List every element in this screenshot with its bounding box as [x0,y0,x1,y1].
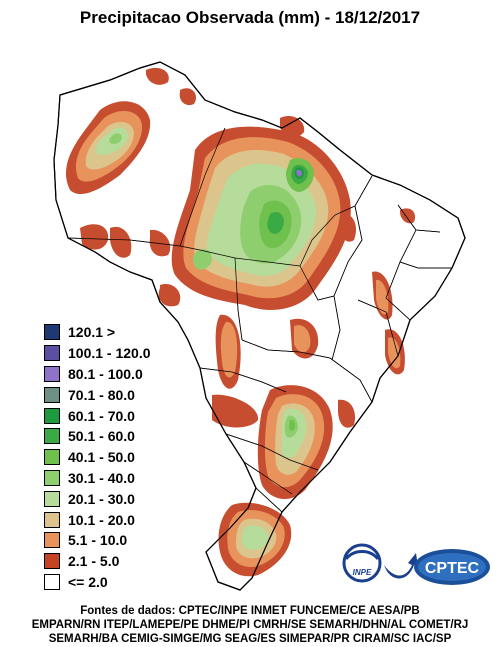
sources-line-2: EMPARN/RN ITEP/LAMEPE/PE DHME/PI CMRH/SE… [31,619,469,631]
legend-label: <= 2.0 [68,573,108,590]
legend-swatch [44,553,60,570]
legend-item: 30.1 - 40.0 [44,468,151,489]
legend-label: 50.1 - 60.0 [68,428,135,445]
legend-label: 100.1 - 120.0 [68,345,151,362]
legend-label: 80.1 - 100.0 [68,365,143,382]
sources-line-1: Fontes de dados: CPTEC/INPE INMET FUNCEM… [80,605,420,617]
logos: INPE CPTEC [342,543,490,585]
legend-swatch [44,511,60,528]
legend-swatch [44,532,60,549]
inpe-logo-text: INPE [353,568,372,577]
legend-item: 120.1 > [44,322,151,343]
legend-item: 5.1 - 10.0 [44,530,151,551]
legend-label: 30.1 - 40.0 [68,469,135,486]
legend-item: 40.1 - 50.0 [44,447,151,468]
legend-item: 20.1 - 30.0 [44,488,151,509]
legend-item: 2.1 - 5.0 [44,551,151,572]
legend-label: 120.1 > [68,324,116,341]
precip-high [294,167,304,179]
state-borders-top [67,127,452,513]
cptec-logo: CPTEC [414,549,490,585]
legend-item: 10.1 - 20.0 [44,509,151,530]
legend-swatch [44,428,60,445]
legend-swatch [44,386,60,403]
legend-item: 100.1 - 120.0 [44,343,151,364]
legend-label: 40.1 - 50.0 [68,449,135,466]
legend-label: 60.1 - 70.0 [68,407,135,424]
legend-swatch [44,490,60,507]
legend-label: 20.1 - 30.0 [68,490,135,507]
sources-line-3: SEMARH/BA CEMIG-SIMGE/MG SEAG/ES SIMEPAR… [48,633,452,645]
legend-item: 60.1 - 70.0 [44,405,151,426]
legend-swatch [44,407,60,424]
legend-item: <= 2.0 [44,572,151,593]
legend-item: 80.1 - 100.0 [44,364,151,385]
legend-item: 70.1 - 80.0 [44,384,151,405]
legend-label: 2.1 - 5.0 [68,553,120,570]
legend-label: 70.1 - 80.0 [68,386,135,403]
legend-swatch [44,345,60,362]
legend-swatch [44,449,60,466]
legend-label: 5.1 - 10.0 [68,532,128,549]
data-sources: Fontes de dados: CPTEC/INPE INMET FUNCEM… [0,604,500,646]
map-title: Precipitacao Observada (mm) - 18/12/2017 [79,8,421,27]
arrow-icon [384,553,418,579]
legend-swatch [44,365,60,382]
legend-label: 10.1 - 20.0 [68,511,135,528]
precipitation-map [53,61,466,591]
cptec-logo-text: CPTEC [425,560,480,577]
legend-item: 50.1 - 60.0 [44,426,151,447]
legend-swatch [44,469,60,486]
inpe-logo: INPE [342,543,382,583]
legend-swatch [44,324,60,341]
legend-swatch [44,573,60,590]
brazil-outline-top [53,61,466,591]
legend: 120.1 > 100.1 - 120.0 80.1 - 100.0 70.1 - 8… [44,322,151,592]
